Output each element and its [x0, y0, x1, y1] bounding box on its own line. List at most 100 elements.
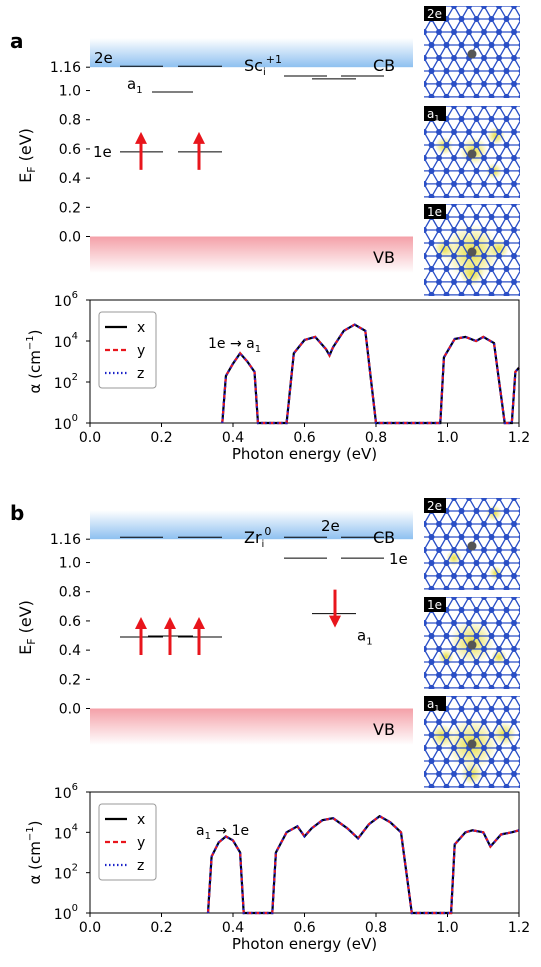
- lattice-atom: [518, 685, 520, 689]
- lattice-atom: [526, 207, 532, 213]
- lattice-atom: [534, 240, 540, 246]
- orbital-tag: 2e: [427, 7, 442, 21]
- transition-annotation: 1e → a1: [208, 336, 261, 355]
- lattice-atom: [481, 305, 487, 311]
- panel-b-level-diagram: b CB VB Zri0 0.0 0.2 0.4 0.6 0.8 1.0 1.16 EF (eV) 2e…: [10, 501, 413, 745]
- lattice-atom: [473, 213, 480, 220]
- lattice-atom: [436, 718, 442, 725]
- lattice-atom: [428, 67, 435, 74]
- lattice-atom: [518, 168, 520, 174]
- legend-box: [98, 803, 157, 881]
- lattice-atom: [488, 239, 495, 246]
- lattice-atom: [414, 142, 420, 148]
- lattice-atom: [436, 546, 442, 553]
- lattice-atom: [424, 572, 427, 579]
- lattice-atom: [473, 783, 480, 788]
- ylabel-sub: F: [25, 166, 38, 172]
- lattice-atom: [414, 16, 420, 22]
- lattice-atom: [428, 632, 435, 639]
- lattice-atom: [489, 482, 495, 488]
- lattice-atom: [503, 265, 510, 272]
- lattice-atom: [443, 41, 450, 48]
- lattice-atom: [518, 534, 520, 540]
- lattice-atom: [473, 658, 480, 665]
- lattice-atom: [481, 770, 487, 777]
- annotation-tail: → 1e: [211, 823, 249, 839]
- ytick-label: 106: [54, 782, 78, 802]
- legend-label-z: z: [137, 366, 144, 382]
- panel-b-absorption-plot: 0.0 0.2 0.4 0.6 0.8 1.0 1.2100102104106Photon …: [25, 782, 530, 953]
- lattice-atom: [518, 116, 520, 122]
- lattice-atom: [473, 193, 480, 198]
- lattice-atom: [406, 155, 412, 161]
- lattice-atom: [488, 731, 495, 738]
- vb-band: [90, 708, 413, 745]
- density-blob: [491, 649, 507, 665]
- lattice-atom: [459, 482, 465, 488]
- lattice-atom: [473, 93, 480, 98]
- xlabel: Photon energy (eV): [232, 445, 377, 463]
- lattice-atom: [428, 757, 435, 764]
- lattice-atom: [534, 685, 540, 691]
- lattice-atom: [414, 508, 420, 514]
- lattice-atom: [466, 797, 472, 803]
- lattice-atom: [473, 705, 480, 712]
- lattice-atom: [414, 659, 420, 665]
- ytick-label: 1.16: [50, 532, 81, 548]
- lattice-atom: [526, 495, 532, 501]
- ylabel-sup: −1: [25, 826, 36, 841]
- lattice-atom: [511, 204, 517, 207]
- annotation-main: 1e → a: [208, 336, 255, 352]
- ytick-base: 10: [54, 376, 72, 392]
- lattice-atom: [414, 581, 420, 587]
- orbital-tag-main: a: [427, 697, 434, 711]
- lattice-atom: [443, 291, 450, 296]
- lattice-atom: [473, 585, 480, 590]
- level-label-sub: 1: [366, 637, 372, 648]
- lattice-atom: [511, 744, 517, 751]
- orbital-tag: 2e: [427, 499, 442, 513]
- lattice-atom: [496, 546, 502, 553]
- ylabel-unit: (eV): [16, 600, 35, 638]
- lattice-atom: [496, 226, 502, 233]
- lattice-atom: [414, 732, 420, 738]
- lattice-atom: [503, 193, 510, 198]
- lattice-atom: [511, 54, 517, 61]
- xtick-label: 0.0: [79, 920, 101, 936]
- lattice-atom: [503, 67, 510, 74]
- lattice-atom: [511, 80, 517, 87]
- lattice-atom: [466, 278, 472, 285]
- lattice-atom: [496, 498, 502, 501]
- xlabel: Photon energy (eV): [232, 935, 377, 953]
- orbital-tag-main: 1e: [427, 205, 442, 219]
- lattice-atom: [451, 619, 457, 626]
- lattice-atom: [466, 696, 472, 699]
- orbital-tag: 1e: [427, 205, 442, 219]
- lattice-atom: [511, 770, 517, 777]
- lattice-atom: [424, 154, 427, 161]
- lattice-atom: [503, 705, 510, 712]
- lattice-atom: [488, 265, 495, 272]
- lattice-atom: [503, 239, 510, 246]
- lattice-atom: [534, 16, 540, 22]
- defect-atom: [467, 541, 477, 551]
- lattice-atom: [436, 278, 442, 285]
- defect-label: Zri0: [244, 525, 271, 550]
- lattice-atom: [428, 533, 435, 540]
- lattice-atom: [503, 507, 510, 514]
- panel-a-absorption-plot: 0.0 0.2 0.4 0.6 0.8 1.0 1.2100102104106Photon …: [25, 290, 530, 463]
- lattice-atom: [458, 533, 465, 540]
- lattice-atom: [481, 498, 487, 501]
- lattice-atom: [526, 521, 532, 527]
- lattice-atom: [436, 154, 442, 161]
- vb-label: VB: [373, 248, 395, 267]
- lattice-atom: [488, 606, 495, 613]
- lattice-atom: [518, 560, 520, 566]
- lattice-atom: [503, 606, 510, 613]
- ytick-label: 104: [54, 331, 78, 351]
- xtick-label: 0.6: [293, 430, 315, 446]
- legend-label-x: x: [137, 320, 145, 336]
- lattice-atom: [414, 586, 420, 592]
- lattice-atom: [428, 731, 435, 738]
- ytick-base: 10: [54, 294, 72, 310]
